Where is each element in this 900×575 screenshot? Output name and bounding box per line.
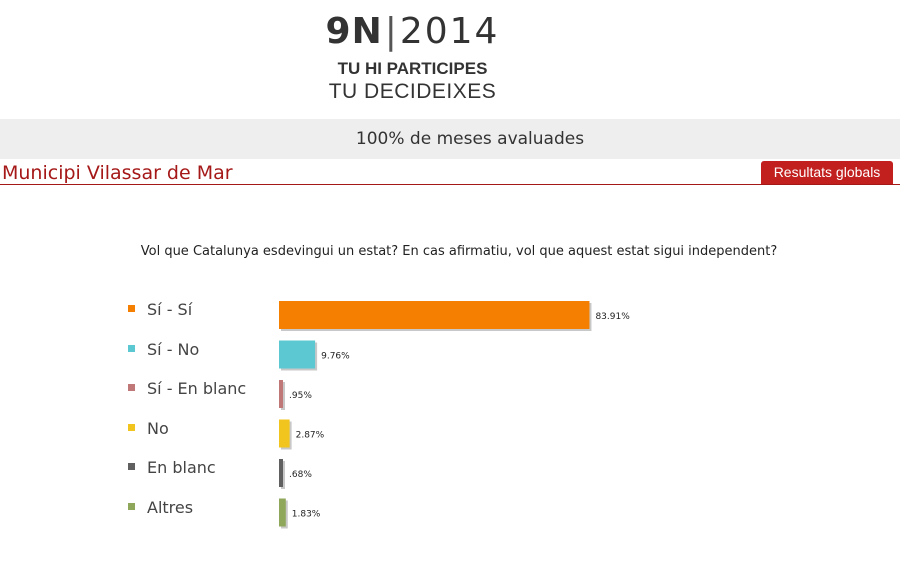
legend-item-3: No xyxy=(128,419,169,441)
value-label-0: 83.91% xyxy=(595,312,630,322)
value-label-4: .68% xyxy=(289,470,312,480)
legend-label: En blanc xyxy=(147,458,216,477)
legend-label: Altres xyxy=(147,497,194,517)
bar-1 xyxy=(279,340,316,369)
legend-label: Sí - En blanc xyxy=(147,379,247,398)
legend-item-5: Altres xyxy=(128,498,193,520)
title-divider xyxy=(0,184,900,185)
value-label-3: 2.87% xyxy=(296,431,325,441)
municipality-title: Municipi Vilassar de Mar xyxy=(2,162,233,184)
bar-4 xyxy=(279,459,283,487)
global-results-button[interactable]: Resultats globals xyxy=(761,161,893,184)
tagline-2: TU DECIDEIXES xyxy=(328,80,497,103)
legend-swatch xyxy=(128,344,135,352)
legend-item-0: Sí - Sí xyxy=(128,300,192,322)
value-label-2: .95% xyxy=(289,391,312,401)
bar-3 xyxy=(279,419,290,448)
chart-title: Vol que Catalunya esdevingui un estat? E… xyxy=(140,244,778,259)
logo-bold: 9N xyxy=(325,11,383,52)
legend-swatch xyxy=(128,384,135,391)
bar-2 xyxy=(279,380,283,408)
progress-text: 100% de meses avaluades xyxy=(355,129,585,149)
logo-main: 9N|2014 xyxy=(0,12,825,52)
value-label-1: 9.76% xyxy=(321,352,350,362)
legend-item-1: Sí - No xyxy=(128,340,199,362)
legend-swatch xyxy=(128,423,135,431)
logo-year: 2014 xyxy=(399,11,500,52)
legend-swatch xyxy=(128,305,135,312)
legend-item-2: Sí - En blanc xyxy=(128,379,246,401)
value-label-5: 1.83% xyxy=(292,510,321,520)
tagline-1: TU HI PARTICIPES xyxy=(337,59,488,78)
legend-item-4: En blanc xyxy=(128,458,216,480)
legend-swatch xyxy=(128,463,135,470)
logo: 9N|2014 TU HI PARTICIPES TU DECIDEIXES xyxy=(0,12,825,104)
logo-separator: | xyxy=(384,11,398,52)
legend-swatch xyxy=(128,502,135,510)
bar-0 xyxy=(279,301,590,329)
bar-5 xyxy=(279,498,286,527)
legend-label: No xyxy=(147,418,169,438)
legend-label: Sí - No xyxy=(147,339,200,359)
legend-label: Sí - Sí xyxy=(147,300,193,319)
progress-band: 100% de meses avaluades xyxy=(0,119,900,159)
